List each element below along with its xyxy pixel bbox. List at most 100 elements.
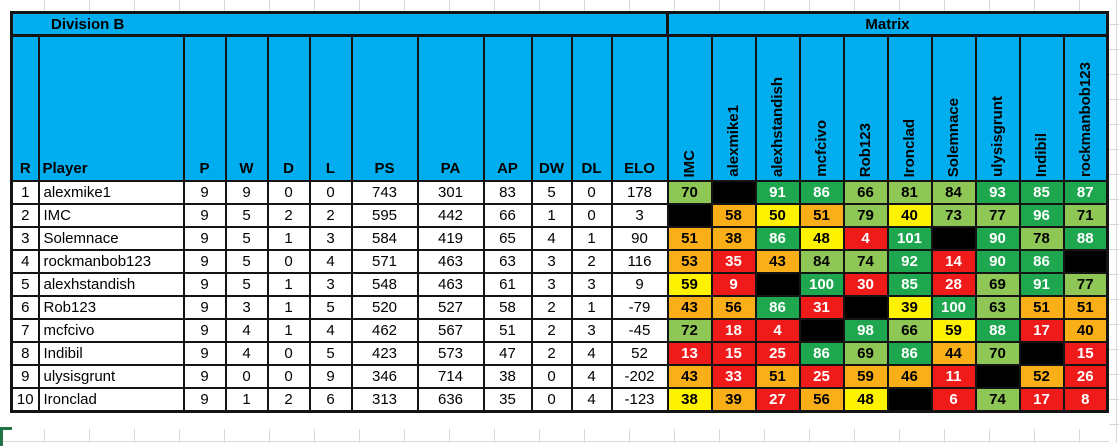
matrix-column-header-ulysisgrunt[interactable]: ulysisgrunt (974, 34, 1021, 182)
matrix-result-cell[interactable]: 8 (1062, 387, 1109, 413)
matrix-result-cell[interactable]: 86 (798, 180, 845, 205)
stat-cell[interactable]: 0 (530, 364, 573, 389)
stat-cell[interactable]: 1 (570, 226, 613, 251)
stat-cell[interactable]: 0 (570, 203, 613, 228)
stat-cell[interactable]: 9 (224, 180, 269, 205)
column-header-ps[interactable]: PS (350, 34, 419, 182)
player-name-cell[interactable]: Rob123 (37, 295, 185, 320)
matrix-result-cell[interactable]: 92 (886, 249, 933, 274)
matrix-result-cell[interactable]: 18 (710, 318, 757, 343)
matrix-result-cell[interactable]: 44 (930, 341, 977, 366)
matrix-result-cell[interactable]: 84 (798, 249, 845, 274)
matrix-result-cell[interactable]: 59 (666, 272, 713, 297)
stat-cell[interactable]: 9 (182, 295, 227, 320)
stat-cell[interactable]: 1 (266, 318, 311, 343)
matrix-self-cell[interactable] (842, 295, 889, 320)
column-header-ap[interactable]: AP (482, 34, 533, 182)
matrix-column-header-rockmanbob123[interactable]: rockmanbob123 (1062, 34, 1109, 182)
matrix-result-cell[interactable]: 11 (930, 364, 977, 389)
stat-cell[interactable]: 9 (182, 203, 227, 228)
matrix-self-cell[interactable] (974, 364, 1021, 389)
stat-cell[interactable]: 90 (610, 226, 669, 251)
matrix-result-cell[interactable]: 74 (974, 387, 1021, 413)
matrix-result-cell[interactable]: 40 (1062, 318, 1109, 343)
stat-cell[interactable]: 4 (308, 249, 353, 274)
matrix-column-header-rob123[interactable]: Rob123 (842, 34, 889, 182)
matrix-result-cell[interactable]: 59 (930, 318, 977, 343)
matrix-result-cell[interactable]: 66 (842, 180, 889, 205)
matrix-result-cell[interactable]: 72 (666, 318, 713, 343)
stat-cell[interactable]: 4 (224, 318, 269, 343)
matrix-result-cell[interactable]: 98 (842, 318, 889, 343)
stat-cell[interactable]: 9 (10, 364, 40, 389)
matrix-self-cell[interactable] (1062, 249, 1109, 274)
matrix-result-cell[interactable]: 48 (842, 387, 889, 413)
player-name-cell[interactable]: alexmike1 (37, 180, 185, 205)
matrix-result-cell[interactable]: 86 (754, 295, 801, 320)
stat-cell[interactable]: 3 (530, 272, 573, 297)
stat-cell[interactable]: 3 (570, 318, 613, 343)
stat-cell[interactable]: 419 (416, 226, 485, 251)
matrix-result-cell[interactable]: 85 (886, 272, 933, 297)
stat-cell[interactable]: 10 (10, 387, 40, 413)
stat-cell[interactable]: 567 (416, 318, 485, 343)
matrix-result-cell[interactable]: 26 (1062, 364, 1109, 389)
column-header-elo[interactable]: ELO (610, 34, 669, 182)
player-name-cell[interactable]: Solemnace (37, 226, 185, 251)
stat-cell[interactable]: 3 (530, 249, 573, 274)
matrix-self-cell[interactable] (886, 387, 933, 413)
division-title-cell[interactable]: Division B (10, 11, 669, 37)
stat-cell[interactable]: 51 (482, 318, 533, 343)
stat-cell[interactable]: 9 (182, 180, 227, 205)
matrix-self-cell[interactable] (930, 226, 977, 251)
player-name-cell[interactable]: mcfcivo (37, 318, 185, 343)
stat-cell[interactable]: 4 (308, 318, 353, 343)
matrix-result-cell[interactable]: 86 (754, 226, 801, 251)
column-header-pa[interactable]: PA (416, 34, 485, 182)
stat-cell[interactable]: -79 (610, 295, 669, 320)
player-name-cell[interactable]: Ironclad (37, 387, 185, 413)
matrix-result-cell[interactable]: 38 (710, 226, 757, 251)
matrix-result-cell[interactable]: 52 (1018, 364, 1065, 389)
matrix-result-cell[interactable]: 51 (1062, 295, 1109, 320)
matrix-result-cell[interactable]: 100 (930, 295, 977, 320)
stat-cell[interactable]: 743 (350, 180, 419, 205)
stat-cell[interactable]: 2 (266, 203, 311, 228)
matrix-result-cell[interactable]: 9 (710, 272, 757, 297)
stat-cell[interactable]: 2 (530, 318, 573, 343)
matrix-result-cell[interactable]: 33 (710, 364, 757, 389)
stat-cell[interactable]: 3 (308, 272, 353, 297)
matrix-result-cell[interactable]: 81 (886, 180, 933, 205)
matrix-result-cell[interactable]: 27 (754, 387, 801, 413)
matrix-result-cell[interactable]: 25 (798, 364, 845, 389)
stat-cell[interactable]: 4 (530, 226, 573, 251)
stat-cell[interactable]: 61 (482, 272, 533, 297)
column-header-w[interactable]: W (224, 34, 269, 182)
stat-cell[interactable]: 6 (308, 387, 353, 413)
stat-cell[interactable]: 83 (482, 180, 533, 205)
stat-cell[interactable]: 66 (482, 203, 533, 228)
stat-cell[interactable]: 0 (308, 180, 353, 205)
matrix-result-cell[interactable]: 30 (842, 272, 889, 297)
stat-cell[interactable]: 548 (350, 272, 419, 297)
stat-cell[interactable]: 9 (182, 272, 227, 297)
stat-cell[interactable]: 5 (10, 272, 40, 297)
stat-cell[interactable]: 1 (266, 272, 311, 297)
stat-cell[interactable]: 5 (224, 226, 269, 251)
matrix-result-cell[interactable]: 90 (974, 249, 1021, 274)
matrix-result-cell[interactable]: 71 (1062, 203, 1109, 228)
matrix-result-cell[interactable]: 59 (842, 364, 889, 389)
matrix-result-cell[interactable]: 77 (974, 203, 1021, 228)
column-header-r[interactable]: R (10, 34, 40, 182)
matrix-result-cell[interactable]: 101 (886, 226, 933, 251)
matrix-result-cell[interactable]: 58 (710, 203, 757, 228)
stat-cell[interactable]: 4 (570, 387, 613, 413)
stat-cell[interactable]: 636 (416, 387, 485, 413)
player-name-cell[interactable]: IMC (37, 203, 185, 228)
matrix-self-cell[interactable] (1018, 341, 1065, 366)
matrix-result-cell[interactable]: 51 (666, 226, 713, 251)
stat-cell[interactable]: 58 (482, 295, 533, 320)
matrix-result-cell[interactable]: 86 (798, 341, 845, 366)
matrix-title-cell[interactable]: Matrix (666, 11, 1109, 37)
matrix-result-cell[interactable]: 96 (1018, 203, 1065, 228)
